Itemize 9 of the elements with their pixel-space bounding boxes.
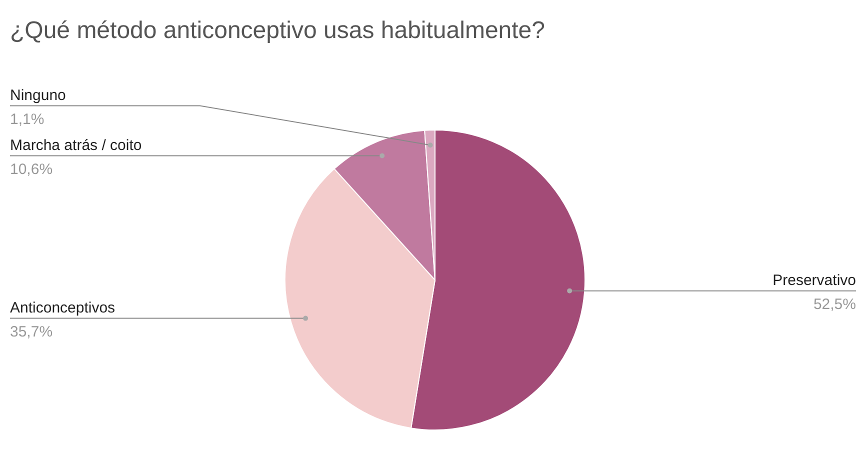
data-label: 10,6% xyxy=(10,160,53,178)
slice-label: Preservativo xyxy=(772,272,856,289)
data-label: 1,1% xyxy=(10,110,44,128)
data-label: 52,5% xyxy=(813,296,856,313)
slice-label: Marcha atrás / coito xyxy=(10,136,142,154)
data-label: 35,7% xyxy=(10,323,53,340)
slice-label: Anticonceptivos xyxy=(10,299,116,316)
slice-label: Ninguno xyxy=(10,86,66,104)
chart-title: ¿Qué método anticonceptivo usas habitualmente? xyxy=(10,17,545,44)
